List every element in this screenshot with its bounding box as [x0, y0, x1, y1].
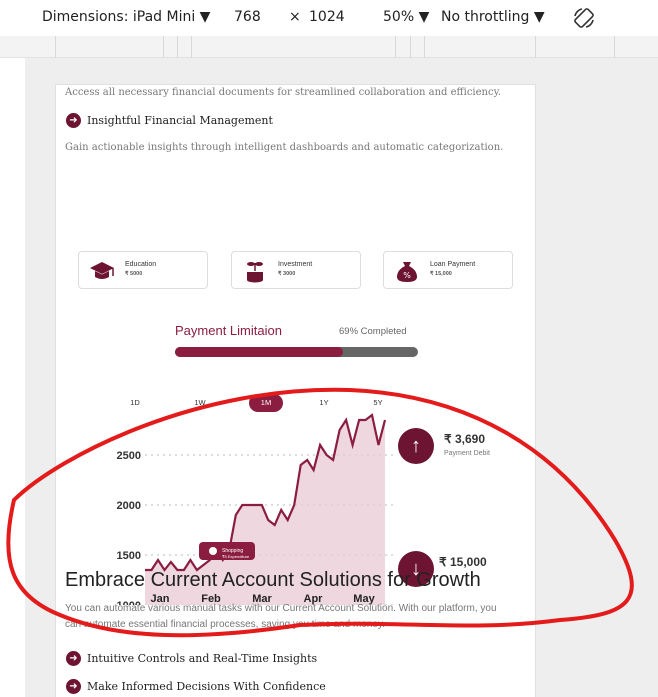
- payment-progress-fill: [175, 347, 343, 357]
- arrow-up-icon: ↑: [398, 428, 434, 464]
- rotate-icon[interactable]: [572, 6, 596, 34]
- device-viewport: Access all necessary financial documents…: [0, 58, 658, 697]
- card-label: Loan Payment: [430, 261, 475, 268]
- credit-value: ₹ 15,000: [439, 555, 487, 569]
- money-bag-icon: %: [394, 258, 420, 284]
- section-body-line-1: You can automate various manual tasks wi…: [65, 603, 497, 614]
- tooltip-subtitle: ₹5 Expenditure: [222, 554, 250, 559]
- y-tick-label: 2500: [117, 450, 141, 462]
- plant-coins-icon: [242, 258, 268, 284]
- times-sign: ×: [289, 9, 301, 25]
- payment-progress-bar: [175, 347, 418, 357]
- payment-debit-label: Payment Debit: [444, 450, 490, 457]
- feature-title-decisions: Make Informed Decisions With Confidence: [87, 680, 326, 693]
- feature-title-insightful: Insightful Financial Management: [87, 114, 273, 127]
- card-amount: ₹ 3000: [278, 271, 295, 277]
- graduation-cap-icon: [89, 258, 115, 284]
- card-education: Education ₹ 5000: [78, 251, 208, 289]
- height-input[interactable]: 1024: [309, 9, 345, 25]
- card-label: Education: [125, 261, 156, 268]
- card-loan-payment: % Loan Payment ₹ 15,000: [383, 251, 513, 289]
- payment-title: Payment Limitaion: [175, 323, 282, 338]
- section-headline: Embrace Current Account Solutions for Gr…: [65, 569, 481, 592]
- arrow-right-icon: ➜: [66, 651, 81, 666]
- card-amount: ₹ 15,000: [430, 271, 452, 277]
- card-investment: Investment ₹ 3000: [231, 251, 361, 289]
- feature-desc-insightful: Gain actionable insights through intelli…: [65, 142, 503, 153]
- svg-text:%: %: [403, 271, 411, 280]
- device-dimensions-dropdown[interactable]: Dimensions: iPad Mini ▼: [42, 9, 210, 25]
- intro-text: Access all necessary financial documents…: [65, 87, 501, 98]
- shopping-icon: [209, 547, 217, 555]
- payment-percent: 69% Completed: [339, 326, 407, 337]
- card-label: Investment: [278, 261, 312, 268]
- media-query-bar: [0, 36, 658, 58]
- feature-title-intuitive: Intuitive Controls and Real-Time Insight…: [87, 652, 317, 665]
- arrow-right-icon: ➜: [66, 679, 81, 694]
- zoom-dropdown[interactable]: 50% ▼: [383, 9, 429, 25]
- width-input[interactable]: 768: [234, 9, 261, 25]
- payment-debit-value: ₹ 3,690: [444, 432, 485, 446]
- y-tick-label: 1500: [117, 550, 141, 562]
- page-content: Access all necessary financial documents…: [55, 84, 536, 697]
- device-toolbar: Dimensions: iPad Mini ▼ 768 × 1024 50% ▼…: [0, 0, 658, 36]
- card-amount: ₹ 5000: [125, 271, 142, 277]
- arrow-right-icon: ➜: [66, 113, 81, 128]
- section-body-line-2: can automate essential financial process…: [65, 619, 385, 630]
- throttling-dropdown[interactable]: No throttling ▼: [441, 9, 545, 25]
- y-tick-label: 2000: [117, 500, 141, 512]
